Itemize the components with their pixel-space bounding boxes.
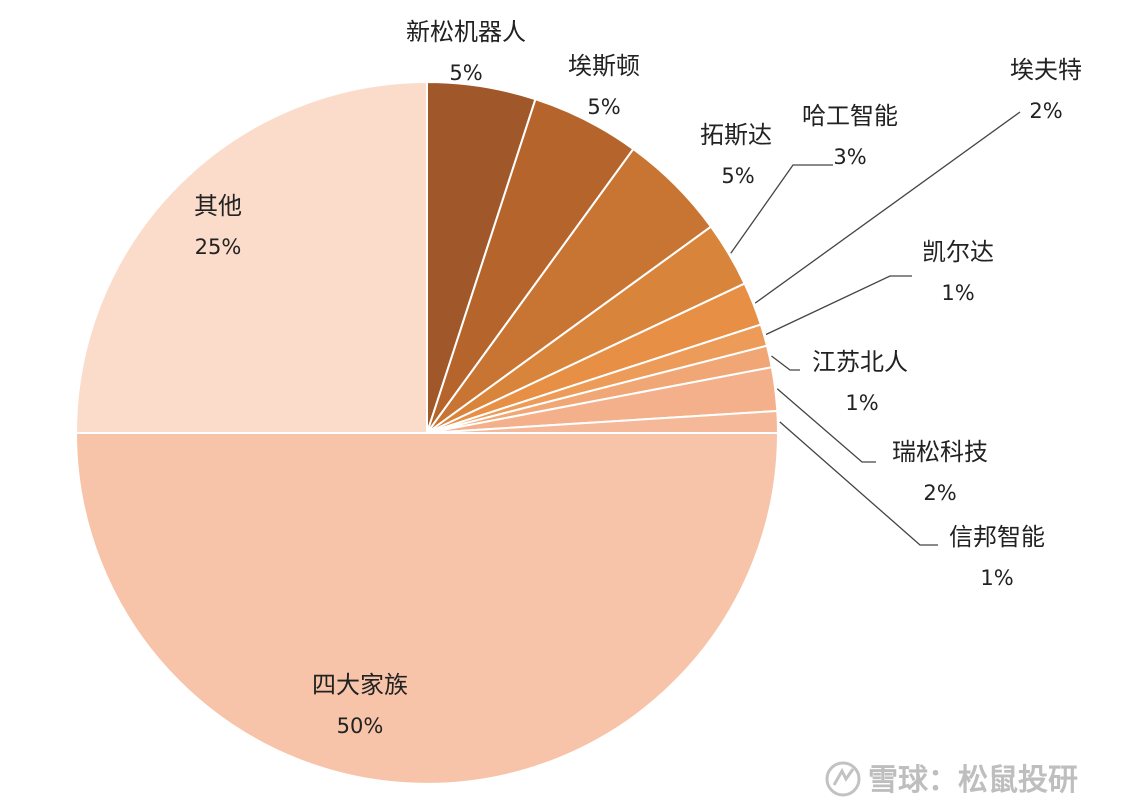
slice-label: 拓斯达 bbox=[700, 121, 772, 149]
pie-outline bbox=[75, 81, 779, 785]
slice-label: 四大家族 bbox=[312, 671, 408, 699]
leader-lines bbox=[730, 111, 1021, 546]
slice-label: 埃斯顿 bbox=[568, 52, 640, 80]
slice-value-label: 2% bbox=[923, 481, 956, 505]
slice-value-label: 50% bbox=[337, 714, 384, 738]
pie-slice bbox=[74, 432, 780, 785]
slice-value-label: 5% bbox=[449, 61, 482, 85]
slice-labels: 新松机器人 5% 埃斯顿 5% 拓斯达 5% 哈工智能 3% 埃夫特 2% 凯尔达 1% 江苏北人 1% 瑞… bbox=[194, 18, 1082, 738]
leader-line bbox=[730, 164, 833, 254]
slice-value-label: 2% bbox=[1029, 99, 1062, 123]
slice-value-label: 1% bbox=[941, 281, 974, 305]
watermark-text: 雪球：松鼠投研 bbox=[868, 763, 1078, 798]
slice-label: 新松机器人 bbox=[406, 18, 526, 46]
slice-value-label: 1% bbox=[845, 391, 878, 415]
pie-slices bbox=[74, 80, 780, 785]
leader-line bbox=[776, 388, 876, 463]
pie-slice bbox=[74, 80, 428, 434]
watermark: 雪球：松鼠投研 bbox=[825, 761, 1078, 798]
leader-line bbox=[779, 421, 938, 546]
slice-label: 江苏北人 bbox=[812, 348, 908, 376]
leader-line bbox=[765, 275, 912, 336]
slice-label: 瑞松科技 bbox=[892, 438, 988, 466]
slice-value-label: 3% bbox=[833, 145, 866, 169]
slice-value-label: 5% bbox=[587, 95, 620, 119]
snowball-logo-icon bbox=[825, 761, 861, 797]
slice-label: 埃夫特 bbox=[1010, 56, 1082, 84]
leader-line bbox=[754, 111, 1021, 304]
slice-value-label: 25% bbox=[195, 235, 242, 259]
slice-label: 其他 bbox=[194, 192, 242, 220]
slice-label: 凯尔达 bbox=[922, 238, 994, 266]
slice-label: 哈工智能 bbox=[802, 102, 898, 130]
slice-value-label: 5% bbox=[721, 164, 754, 188]
slice-label: 信邦智能 bbox=[949, 523, 1045, 551]
slice-value-label: 1% bbox=[980, 566, 1013, 590]
leader-line bbox=[771, 355, 800, 371]
